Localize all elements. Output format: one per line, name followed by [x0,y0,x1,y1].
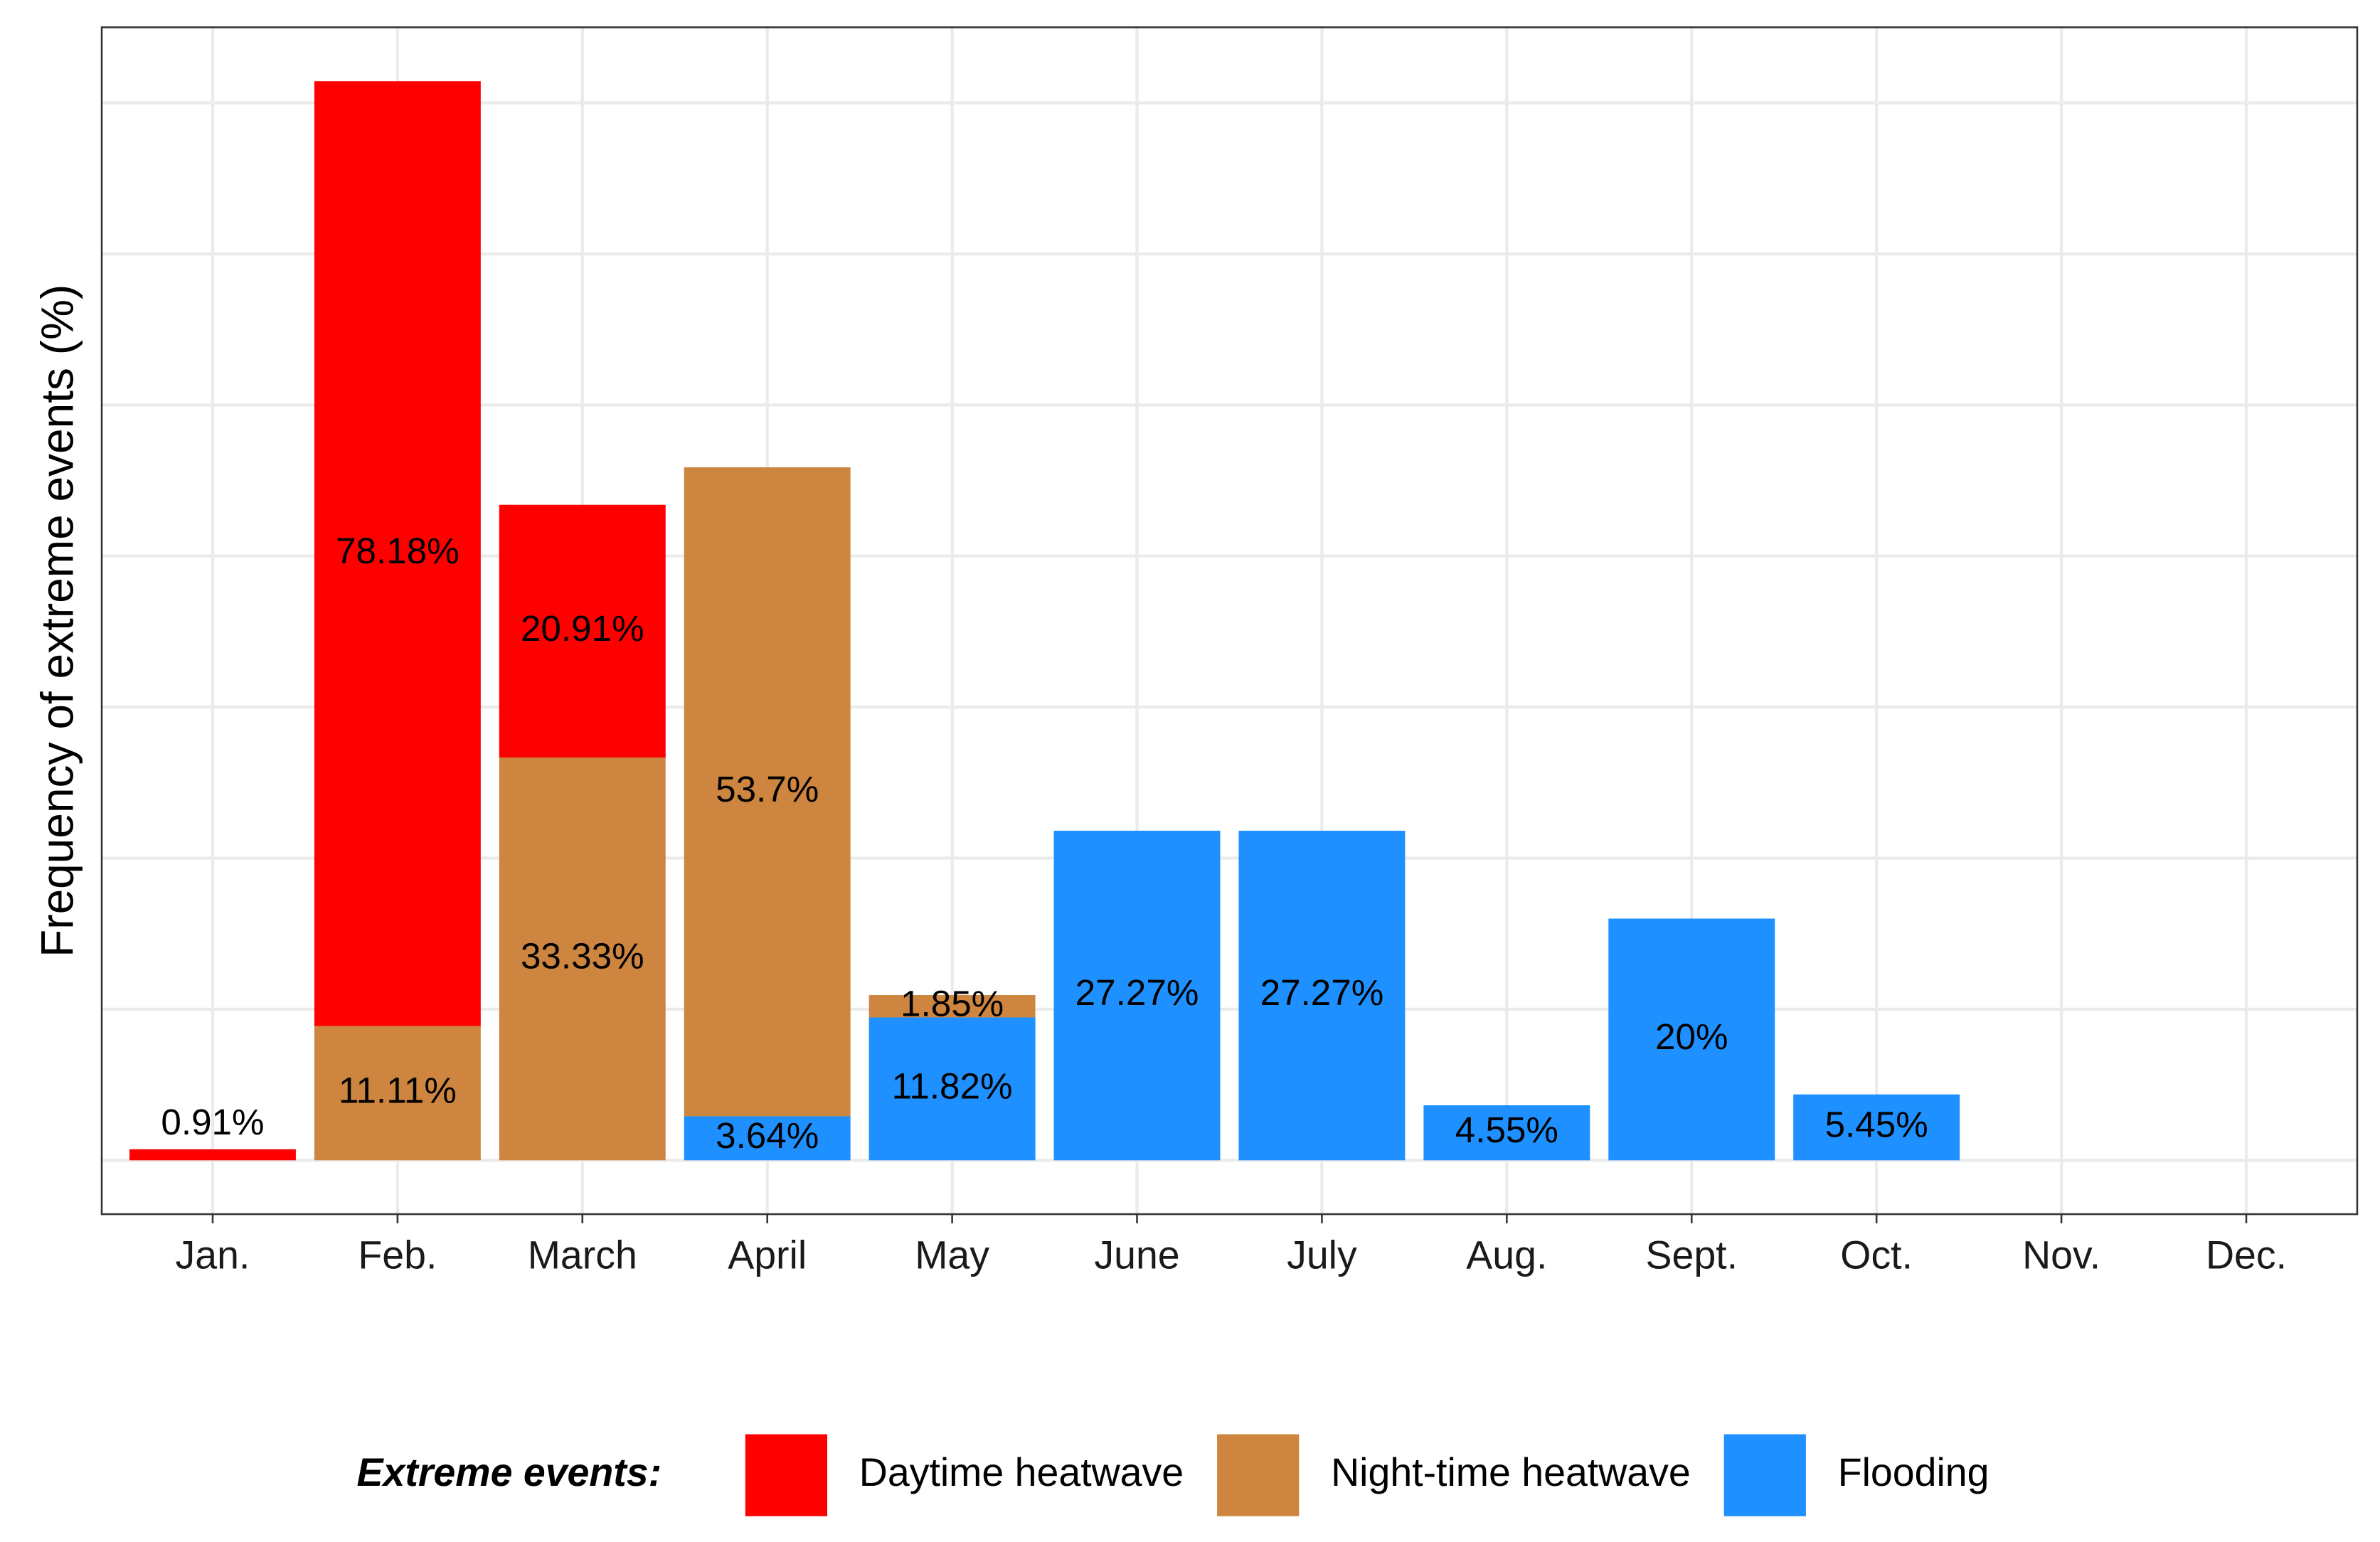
data-label: 4.55% [1455,1110,1558,1150]
legend-title: Extreme events: [357,1450,662,1494]
legend-label: Flooding [1838,1450,1989,1494]
legend-label: Night-time heatwave [1331,1450,1691,1494]
data-label: 27.27% [1260,972,1384,1013]
legend-swatch [1723,1434,1806,1516]
legend-swatch [745,1434,828,1516]
x-tick-label: Jan. [176,1233,250,1277]
legend-label: Daytime heatwave [859,1450,1184,1494]
bar-segment [1238,830,1406,1161]
x-tick-label: Oct. [1840,1233,1913,1277]
bar-segment [1793,1094,1960,1161]
data-label: 3.64% [716,1115,819,1156]
data-label: 20% [1655,1016,1728,1057]
x-axis: Jan. Feb. March April May June July Aug. Sept. Oc… [176,1214,2287,1277]
bar-segment [684,467,851,1117]
panel-border [100,26,2359,1216]
x-tick-label: March [528,1233,637,1277]
bars [129,81,1960,1161]
data-label: 20.91% [521,608,644,649]
x-tick-label: Aug. [1466,1233,1547,1277]
data-label: 53.7% [716,769,819,809]
data-label: 11.11% [339,1070,457,1110]
data-label: 27.27% [1075,972,1199,1013]
bar-segment [314,81,481,1026]
data-labels: 0.91% 11.11% 78.18% 33.33% 20.91% 3.64% 53.7% 1… [161,531,1928,1156]
x-tick-label: April [728,1233,807,1277]
y-axis-title: Frequency of extreme events (%) [31,285,83,957]
x-tick-label: Feb. [358,1233,437,1277]
x-tick-label: Sept. [1645,1233,1738,1277]
bar-segment [314,1026,481,1161]
legend: Extreme events: Daytime heatwave Night-tim… [357,1434,1989,1516]
data-label: 78.18% [336,531,459,571]
data-label: 1.85% [901,983,1004,1023]
bar-segment [1608,918,1775,1161]
bar-segment [1053,830,1221,1161]
data-label: 5.45% [1825,1105,1928,1145]
bar-segment [868,1017,1036,1161]
x-tick-label: Nov. [2022,1233,2100,1277]
bar-segment [1423,1105,1590,1161]
legend-swatch [1217,1434,1300,1516]
bar-segment [499,504,666,758]
data-label: 11.82% [892,1065,1013,1106]
x-tick-label: July [1287,1233,1357,1277]
bar-segment [868,995,1036,1018]
data-label: 0.91% [161,1102,264,1142]
bar-segment [684,1116,851,1161]
x-tick-label: June [1094,1233,1179,1277]
bar-segment [129,1149,296,1161]
bar-segment [499,757,666,1161]
data-label: 33.33% [521,936,644,977]
x-tick-label: May [915,1233,989,1277]
x-tick-label: Dec. [2206,1233,2287,1277]
